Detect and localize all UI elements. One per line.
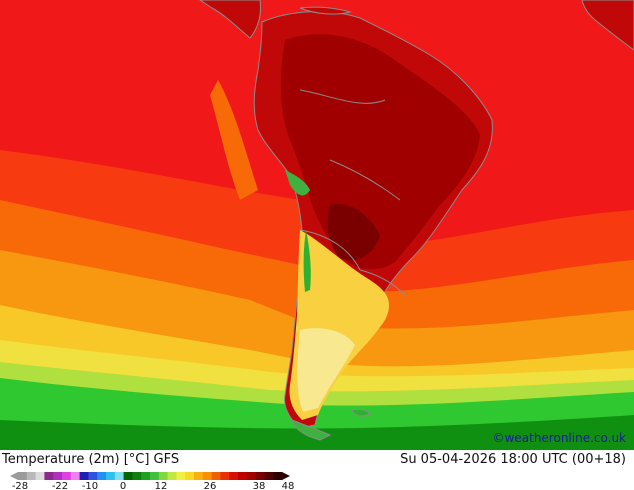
colorbar-tick-label: 26 bbox=[204, 481, 217, 490]
colorbar-swatch bbox=[220, 472, 230, 480]
colorbar-swatch bbox=[246, 472, 257, 480]
colorbar-tick-label: 48 bbox=[282, 481, 295, 490]
colorbar-tick-label: -22 bbox=[52, 481, 68, 490]
colorbar-swatch bbox=[26, 472, 37, 480]
colorbar-swatch bbox=[106, 472, 116, 480]
temperature-map bbox=[0, 0, 634, 450]
colorbar-left-arrow bbox=[10, 472, 18, 480]
country-borders bbox=[299, 89, 406, 296]
colorbar-swatch bbox=[264, 472, 274, 480]
colorbar-tick-label: -28 bbox=[12, 481, 28, 490]
patagonia-pale-region bbox=[297, 328, 355, 412]
colorbar-swatch bbox=[158, 472, 169, 480]
colorbar-swatch bbox=[35, 472, 45, 480]
tierra-del-fuego bbox=[291, 419, 332, 441]
colorbar-swatch bbox=[238, 472, 248, 480]
colorbar-tick-label: 12 bbox=[155, 481, 168, 490]
colorbar-swatch bbox=[185, 472, 195, 480]
central-america-land bbox=[199, 0, 261, 39]
map-title: Temperature (2m) [°C] GFS bbox=[2, 452, 180, 467]
africa-land-edge bbox=[581, 0, 634, 51]
colorbar-swatch bbox=[273, 472, 283, 480]
falkland-islands bbox=[351, 408, 371, 417]
colorbar-swatch bbox=[70, 472, 81, 480]
colorbar-swatch bbox=[202, 472, 213, 480]
colorbar-swatch bbox=[79, 472, 89, 480]
colorbar-tick-label: 38 bbox=[253, 481, 266, 490]
colorbar-right-arrow bbox=[282, 472, 290, 480]
colorbar-swatch bbox=[97, 472, 107, 480]
andes-green-streak bbox=[303, 230, 311, 292]
caribbean-islands bbox=[299, 6, 352, 15]
colorbar-swatch bbox=[176, 472, 186, 480]
colorbar-swatch bbox=[18, 472, 28, 480]
credit-link[interactable]: ©weatheronline.co.uk bbox=[492, 431, 626, 445]
andes-snow-streak bbox=[285, 170, 310, 196]
colorbar-swatch bbox=[53, 472, 63, 480]
colorbar-swatch bbox=[150, 472, 160, 480]
colorbar-swatch bbox=[194, 472, 204, 480]
colorbar-swatch bbox=[167, 472, 177, 480]
colorbar-tick-label: -10 bbox=[82, 481, 98, 490]
colorbar-swatch bbox=[211, 472, 221, 480]
colorbar-swatch bbox=[255, 472, 265, 480]
colorbar-tick-label: 0 bbox=[120, 481, 126, 490]
valid-datetime: Su 05-04-2026 18:00 UTC (00+18) bbox=[400, 452, 626, 467]
colorbar-swatch bbox=[229, 472, 239, 480]
map-canvas bbox=[0, 0, 634, 450]
colorbar-swatch bbox=[114, 472, 125, 480]
colorbar-swatch bbox=[44, 472, 54, 480]
colorbar-swatch bbox=[123, 472, 133, 480]
colorbar-swatch bbox=[132, 472, 142, 480]
map-footer: ©weatheronline.co.uk Temperature (2m) [°… bbox=[0, 431, 634, 490]
pacific-orange-patch bbox=[210, 80, 258, 200]
colorbar-swatch bbox=[88, 472, 98, 480]
temperature-colorbar: -28 -22 -10 0 12 26 38 48 bbox=[10, 472, 295, 490]
colorbar-swatch bbox=[141, 472, 151, 480]
colorbar-swatch bbox=[62, 472, 72, 480]
